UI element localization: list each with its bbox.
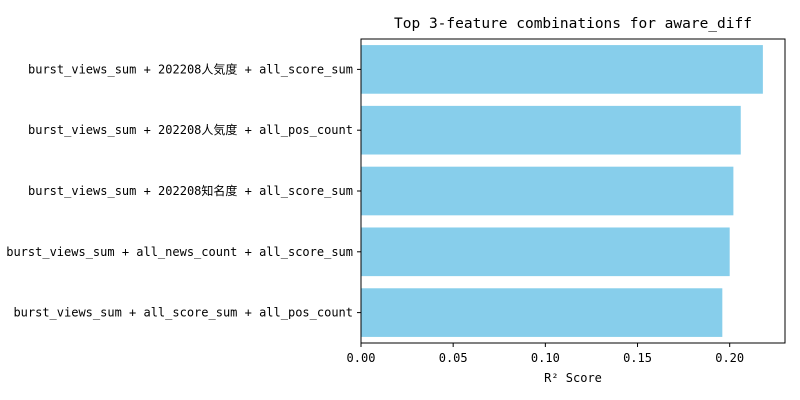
x-tick-label: 0.00: [347, 351, 376, 365]
bar: [361, 166, 734, 216]
y-tick-label: burst_views_sum + 202208知名度 + all_score_…: [28, 183, 353, 198]
x-axis-label: R² Score: [544, 371, 602, 385]
y-axis: burst_views_sum + 202208人気度 + all_score_…: [6, 61, 361, 320]
x-tick-label: 0.10: [531, 351, 560, 365]
y-tick-label: burst_views_sum + 202208人気度 + all_pos_co…: [28, 122, 353, 137]
x-tick-label: 0.05: [439, 351, 468, 365]
bar: [361, 227, 730, 277]
bar: [361, 288, 723, 337]
bars-group: [361, 45, 763, 337]
bar: [361, 45, 763, 94]
x-axis: 0.00 0.05 0.10 0.15 0.20: [347, 343, 744, 365]
bar: [361, 105, 741, 155]
chart-title: Top 3-feature combinations for aware_dif…: [394, 16, 752, 32]
y-tick-label: burst_views_sum + all_score_sum + all_po…: [13, 306, 353, 320]
x-tick-label: 0.15: [623, 351, 652, 365]
y-tick-label: burst_views_sum + all_news_count + all_s…: [6, 245, 353, 259]
y-tick-label: burst_views_sum + 202208人気度 + all_score_…: [28, 61, 353, 76]
x-tick-label: 0.20: [715, 351, 744, 365]
